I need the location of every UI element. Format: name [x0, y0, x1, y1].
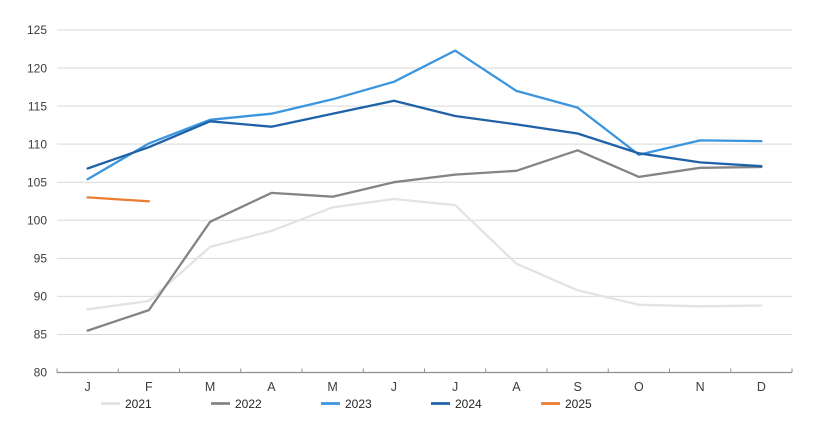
legend-label-2022: 2022	[235, 397, 262, 411]
x-tick-label: J	[452, 380, 458, 394]
legend-label-2021: 2021	[125, 397, 152, 411]
legend-label-2025: 2025	[565, 397, 592, 411]
x-tick-label: A	[267, 380, 276, 394]
y-tick-label: 125	[27, 23, 47, 37]
x-tick-label: M	[205, 380, 215, 394]
x-tick-label: A	[512, 380, 521, 394]
series-2024-line	[86, 99, 763, 170]
x-tick-label: N	[696, 380, 705, 394]
y-tick-label: 120	[27, 61, 47, 75]
series-2025-line	[86, 196, 151, 203]
y-tick-label: 105	[27, 175, 47, 189]
series-2021-line	[86, 197, 763, 311]
legend-label-2023: 2023	[345, 397, 372, 411]
y-tick-label: 95	[34, 252, 48, 266]
legend-label-2024: 2024	[455, 397, 482, 411]
y-tick-label: 115	[28, 99, 47, 113]
x-tick-label: D	[757, 380, 766, 394]
x-tick-label: M	[327, 380, 337, 394]
series-2022-line	[86, 149, 763, 332]
x-tick-label: S	[573, 380, 581, 394]
y-tick-label: 110	[28, 137, 47, 151]
y-tick-label: 80	[34, 366, 48, 380]
x-tick-label: F	[145, 380, 153, 394]
series-2023-line	[86, 49, 763, 181]
y-tick-label: 85	[34, 328, 48, 342]
x-tick-label: O	[634, 380, 644, 394]
y-tick-label: 100	[27, 213, 47, 227]
x-tick-label: J	[391, 380, 397, 394]
x-tick-label: J	[85, 380, 91, 394]
y-tick-label: 90	[34, 290, 48, 304]
